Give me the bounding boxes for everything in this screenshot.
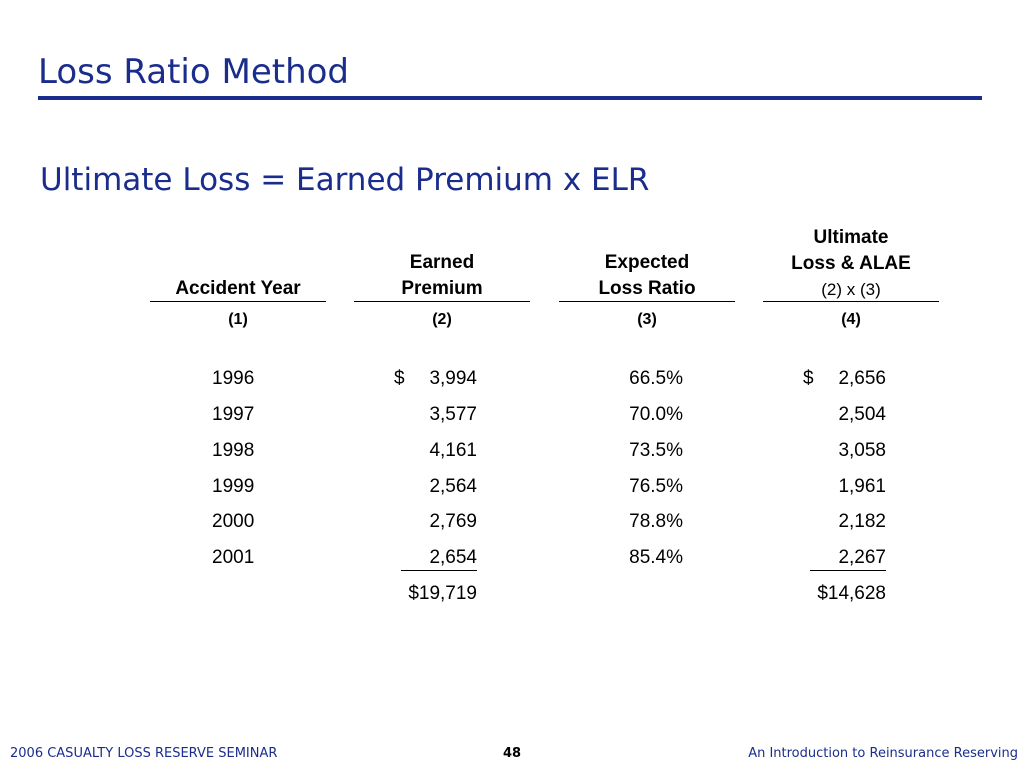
table-cell-year: 1996 [212,368,255,389]
col-number-1: (1) [228,311,248,328]
total-premium: $19,719 [408,583,477,604]
header-earned-premium-line1: Earned [409,252,475,273]
footer-presentation-title: An Introduction to Reinsurance Reserving [748,746,1018,761]
table-cell-year: 2000 [212,511,255,532]
table-cell-elr: 70.0% [629,404,683,425]
table-cell-ultimate: 2,504 [838,404,886,425]
header-ultimate-line2: Loss & ALAE [791,253,911,274]
table-cell-year: 1999 [212,476,255,497]
table-cell-year: 2001 [212,547,255,568]
table-cell-premium: 4,161 [429,440,477,461]
header-ultimate-loss: Ultimate Loss & ALAE (2) x (3) [763,225,939,303]
header-expected-loss-ratio-line1: Expected [604,252,690,273]
header-expected-loss-ratio-line2: Loss Ratio [598,278,696,299]
ultimate-sum-line [810,570,886,571]
premium-sum-line [401,570,477,571]
table-cell-ultimate: 1,961 [838,476,886,497]
table-cell-ultimate: 3,058 [838,440,886,461]
header-expected-loss-ratio: Expected Loss Ratio [559,250,735,302]
table-cell-premium-currency: $ [394,368,405,389]
header-ultimate-formula: (2) x (3) [821,280,881,299]
header-underline-3 [559,301,735,302]
table-cell-year: 1998 [212,440,255,461]
table-cell-ultimate: 2,267 [838,547,886,568]
table-cell-ultimate: 2,656 [838,368,886,389]
table-cell-elr: 66.5% [629,368,683,389]
header-earned-premium-line2: Premium [401,278,483,299]
table-cell-premium: 2,654 [429,547,477,568]
table-cell-year: 1997 [212,404,255,425]
header-ultimate-line1: Ultimate [813,227,889,248]
table-cell-ultimate: 2,182 [838,511,886,532]
table-cell-ultimate-currency: $ [803,368,814,389]
header-accident-year-line1: Accident Year [175,278,301,299]
table-cell-elr: 73.5% [629,440,683,461]
header-underline-1 [150,301,326,302]
header-earned-premium: Earned Premium [354,250,530,302]
header-underline-4 [763,301,939,302]
total-ultimate: $14,628 [817,583,886,604]
header-underline-2 [354,301,530,302]
table-cell-premium: 3,577 [429,404,477,425]
col-number-3: (3) [637,311,657,328]
table-cell-premium: 3,994 [429,368,477,389]
col-number-4: (4) [841,311,861,328]
table-cell-premium: 2,769 [429,511,477,532]
table-cell-premium: 2,564 [429,476,477,497]
table-cell-elr: 76.5% [629,476,683,497]
page-number: 48 [502,746,522,761]
formula-text: Ultimate Loss = Earned Premium x ELR [40,162,650,198]
footer-seminar-name: 2006 CASUALTY LOSS RESERVE SEMINAR [10,746,278,761]
table-cell-elr: 85.4% [629,547,683,568]
col-number-2: (2) [432,311,452,328]
header-accident-year: Accident Year [150,276,326,302]
table-cell-elr: 78.8% [629,511,683,532]
slide-title: Loss Ratio Method [38,52,349,92]
title-underline [38,96,982,100]
